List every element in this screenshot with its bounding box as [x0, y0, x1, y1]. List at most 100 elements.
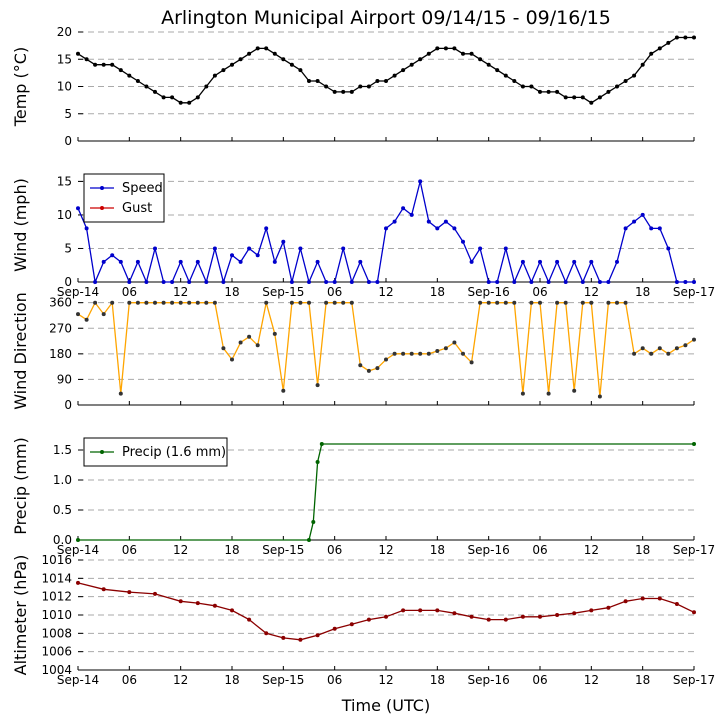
data-point — [204, 280, 209, 284]
data-point — [606, 605, 611, 610]
legend-marker — [100, 186, 104, 190]
data-point — [255, 343, 260, 348]
data-point — [221, 280, 226, 284]
data-point — [674, 602, 679, 606]
data-point — [623, 79, 628, 83]
data-point — [529, 280, 534, 284]
data-point — [538, 259, 542, 264]
data-point — [221, 68, 226, 73]
data-point — [76, 206, 80, 211]
data-point — [623, 300, 628, 305]
data-point — [153, 591, 157, 596]
data-point — [332, 89, 337, 94]
data-point — [692, 280, 696, 284]
data-point — [195, 95, 200, 100]
data-point — [469, 614, 474, 619]
data-point — [247, 617, 252, 622]
data-point — [101, 312, 106, 317]
y-axis-label: Precip (mm) — [11, 437, 30, 535]
data-point — [520, 84, 525, 89]
data-point — [529, 84, 534, 89]
chart-panel-3: 0.0 0.5 1.0 1.5 Sep-14 06 12 18 Sep-15 06 12 18 Sep-… — [11, 437, 715, 557]
series-line — [77, 181, 694, 285]
x-axis-label: Time (UTC) — [341, 696, 430, 715]
data-point — [640, 346, 645, 351]
data-point — [264, 226, 269, 231]
data-point — [401, 68, 406, 73]
data-point — [555, 613, 560, 617]
x-tick-label: Sep-16 — [468, 543, 510, 557]
data-point — [392, 73, 397, 78]
data-point — [692, 337, 696, 342]
data-point — [683, 280, 688, 284]
data-point — [375, 280, 380, 284]
data-point — [349, 280, 354, 284]
data-point — [324, 300, 329, 305]
data-point — [93, 300, 98, 305]
x-tick-label: 12 — [173, 543, 188, 557]
data-point — [307, 538, 311, 542]
x-tick-label: 18 — [224, 543, 239, 557]
data-point — [657, 46, 662, 51]
data-point — [615, 84, 619, 89]
data-point — [366, 84, 371, 89]
data-point — [366, 368, 371, 373]
data-point — [307, 300, 311, 305]
chart-title: Arlington Municipal Airport 09/14/15 - 0… — [161, 7, 611, 29]
data-point — [435, 226, 440, 231]
data-point — [666, 351, 671, 356]
data-point — [84, 226, 89, 231]
data-point — [247, 51, 252, 56]
data-point — [127, 73, 132, 78]
data-point — [512, 280, 517, 284]
data-point — [435, 46, 440, 51]
y-axis-label: Wind Direction — [11, 292, 30, 410]
data-point — [281, 388, 286, 393]
data-point — [563, 300, 568, 305]
x-tick-label: 06 — [327, 285, 342, 299]
data-point — [632, 351, 637, 356]
x-tick-label: 12 — [173, 673, 188, 687]
data-point — [666, 246, 671, 251]
data-point — [298, 246, 303, 251]
y-tick-label: 0.5 — [53, 503, 72, 517]
data-point — [118, 259, 123, 264]
series-line — [77, 300, 695, 397]
data-point — [486, 62, 491, 67]
legend-label: Speed — [122, 181, 163, 196]
data-point — [674, 35, 679, 40]
data-point — [426, 351, 431, 356]
x-tick-label: 18 — [635, 543, 650, 557]
data-point — [289, 62, 294, 67]
y-tick-label: 10 — [57, 80, 72, 94]
data-point — [580, 300, 585, 305]
data-point — [418, 179, 423, 184]
data-point — [538, 300, 542, 305]
data-point — [298, 637, 303, 642]
data-point — [572, 259, 577, 264]
data-point — [486, 280, 491, 284]
x-tick-label: Sep-16 — [468, 673, 510, 687]
data-point — [153, 89, 157, 94]
x-tick-label: Sep-17 — [673, 543, 715, 557]
data-point — [255, 46, 260, 51]
legend-box — [83, 173, 165, 223]
data-point — [623, 599, 628, 604]
data-point — [358, 84, 363, 89]
y-tick-label: 5 — [64, 241, 72, 255]
data-point — [469, 259, 474, 264]
data-point — [289, 300, 294, 305]
data-point — [674, 346, 679, 351]
chart-panel-4: 1004 1006 1008 1010 1012 1014 1016 Sep-14 06 12 18… — [11, 553, 715, 687]
data-point — [384, 226, 388, 231]
y-axis-label: Temp (°C) — [11, 47, 30, 127]
data-point — [212, 246, 217, 251]
data-point — [281, 635, 286, 640]
data-point — [170, 280, 175, 284]
data-point — [418, 57, 423, 62]
data-point — [101, 62, 106, 67]
y-tick-label: 1010 — [41, 608, 72, 622]
data-point — [161, 95, 166, 100]
x-tick-label: 12 — [378, 285, 393, 299]
data-point — [212, 73, 217, 78]
